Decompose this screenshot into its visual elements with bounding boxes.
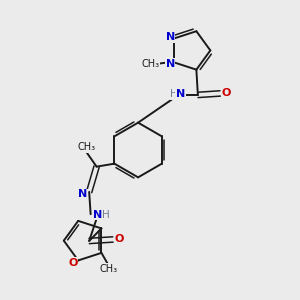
Text: N: N (94, 210, 103, 220)
Text: CH₃: CH₃ (100, 264, 118, 274)
Text: H: H (170, 89, 178, 99)
Text: N: N (78, 189, 87, 199)
Text: H: H (102, 210, 110, 220)
Text: O: O (114, 235, 124, 244)
Text: N: N (166, 32, 175, 42)
Text: N: N (166, 59, 175, 69)
Text: O: O (68, 258, 77, 268)
Text: CH₃: CH₃ (142, 59, 160, 69)
Text: N: N (176, 89, 185, 99)
Text: CH₃: CH₃ (77, 142, 95, 152)
Text: O: O (221, 88, 231, 98)
